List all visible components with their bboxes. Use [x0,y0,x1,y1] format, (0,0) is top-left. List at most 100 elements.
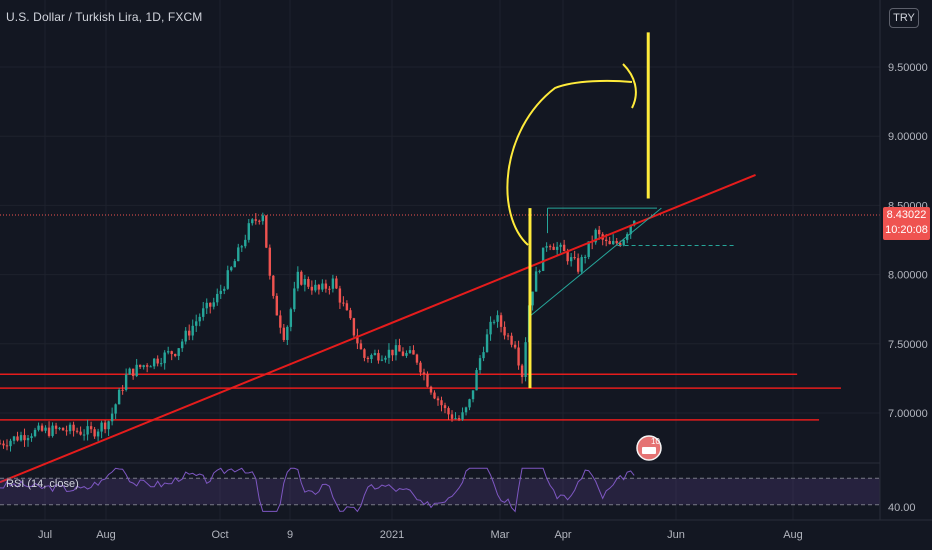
candle-body [177,348,180,356]
candle-body [433,392,436,399]
candle-body [244,239,247,247]
candle-body [79,431,82,435]
time-tick-label: 2021 [380,529,404,541]
price-tick-label: 9.50000 [888,62,928,74]
candle-body [566,251,569,262]
candle-body [548,246,552,248]
time-tick-label: 9 [287,529,293,541]
candle-body [230,267,233,271]
candle-body [51,425,54,436]
candle-body [184,330,187,342]
candle-body [128,368,131,375]
price-axis[interactable]: 9.500009.000008.500008.000007.500007.000… [879,0,928,520]
candle-body [447,408,450,415]
candle-body [156,358,159,364]
candle-body [349,310,352,319]
candle-body [321,283,324,290]
candle-body [275,295,279,316]
candle-body [212,302,215,307]
candle-body [138,364,142,368]
time-tick-label: Aug [783,529,803,541]
candle-body [279,315,282,328]
candle-body [282,327,286,340]
rsi-indicator-label[interactable]: RSI (14, close) [6,478,79,490]
candle-body [569,257,573,262]
triangle-bottom [529,207,662,317]
candle-body [82,434,86,436]
candle-body [608,241,611,245]
support-lines [0,214,880,421]
candle-body [478,358,482,371]
candle-body [345,303,349,311]
candle-body [461,412,464,420]
candle-body [303,279,307,285]
candle-body [110,413,114,422]
candle-body [450,414,454,419]
candle-body [394,345,398,356]
candle-body [0,443,2,445]
candle-body [159,363,163,365]
candle-body [152,358,156,367]
price-tick-label: 8.00000 [888,270,928,282]
candle-body [612,241,615,245]
candle-body [545,246,548,248]
candle-body [174,354,177,356]
candle-body [65,430,68,432]
time-tick-label: Apr [554,529,571,541]
candle-body [496,315,499,322]
candle-body [166,351,170,353]
candle-body [19,435,23,441]
candle-body [475,370,478,391]
candle-body [520,365,524,377]
candle-body [307,279,310,287]
candle-body [633,220,636,226]
candle-body [492,321,496,323]
candle-body [145,365,149,367]
candle-body [401,351,405,356]
bar-countdown: 10:20:08 [885,224,928,236]
candle-body [412,350,415,355]
candle-body [373,353,377,355]
symbol-title[interactable]: U.S. Dollar / Turkish Lira, 1D, FXCM [6,10,203,24]
candle-body [286,326,289,340]
candle-body [503,326,506,336]
candle-body [205,302,208,309]
candle-body [310,286,314,291]
candle-body [626,234,629,240]
candle-body [405,352,408,356]
candle-body [124,374,128,390]
candle-body [408,350,412,353]
candle-body [103,422,107,430]
candle-body [240,246,243,248]
rsi-level-label: 40.00 [888,502,916,514]
candle-body [233,261,236,268]
candle-body [72,424,75,431]
candle-body [142,365,145,368]
candle-body [75,430,79,432]
candle-body [391,349,394,356]
candle-body [26,438,30,441]
candle-body [135,364,138,377]
candle-body [300,271,303,285]
candle-body [559,244,562,247]
arc-arrow-tip [622,63,637,109]
candle-body [37,425,40,430]
candle-body [489,321,492,335]
candle-body [552,246,555,250]
candle-body [188,330,191,336]
time-tick-label: Jun [667,529,685,541]
candle-body [170,351,173,355]
candle-body [576,258,580,272]
candle-body [335,278,338,289]
currency-badge[interactable]: TRY [889,8,919,28]
time-axis[interactable]: Jul Aug Oct 9 2021 Mar Apr Jun Aug [0,519,932,541]
candle-body [573,257,576,259]
candle-body [415,354,419,363]
candle-body [289,309,293,327]
candle-body [149,366,152,368]
candle-body [622,239,625,246]
candle-body [443,405,447,409]
time-tick-label: Aug [96,529,116,541]
earnings-icon[interactable]: 10 [634,434,664,462]
